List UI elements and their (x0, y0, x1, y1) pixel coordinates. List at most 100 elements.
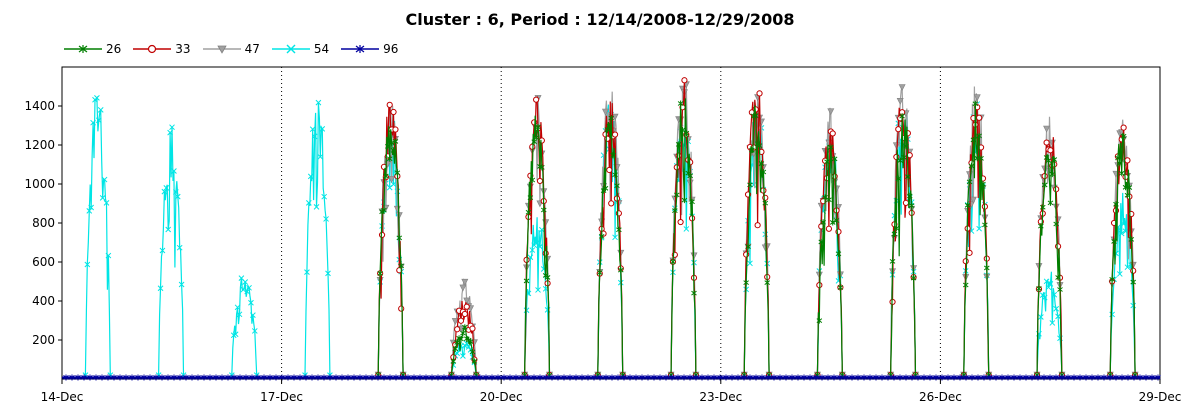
data-point (450, 358, 457, 365)
data-point (469, 325, 476, 332)
data-point (90, 119, 96, 126)
data-point (777, 374, 783, 381)
data-point (469, 348, 476, 355)
series-day-line (816, 107, 843, 378)
data-point (529, 143, 536, 150)
legend-entry-33: 33 (133, 42, 191, 56)
data-point (523, 307, 530, 314)
data-point (165, 374, 171, 381)
data-point (313, 204, 320, 210)
data-point (213, 374, 219, 381)
data-point (673, 191, 680, 198)
data-point (451, 318, 459, 326)
data-point (1053, 220, 1059, 227)
legend-label-47: 47 (244, 42, 260, 56)
data-point (820, 219, 826, 226)
data-point (807, 374, 813, 381)
data-point (1071, 374, 1077, 381)
data-point (603, 374, 609, 381)
data-point (604, 135, 611, 142)
data-point (723, 374, 729, 381)
data-point (249, 374, 255, 381)
data-point (81, 374, 87, 381)
data-point (606, 166, 613, 174)
data-point (141, 374, 147, 381)
data-point (1124, 192, 1131, 199)
data-point (273, 374, 279, 381)
data-point (390, 108, 397, 116)
data-point (536, 177, 544, 185)
series-96 (62, 374, 1161, 381)
data-point (895, 126, 902, 133)
data-point (525, 290, 532, 297)
data-point (1047, 280, 1054, 287)
data-point (611, 113, 619, 121)
data-point (1115, 154, 1121, 161)
data-point (105, 374, 111, 381)
data-point (585, 374, 591, 381)
data-point (879, 374, 885, 381)
data-point (711, 374, 717, 381)
data-point (375, 374, 381, 381)
data-point (816, 317, 823, 324)
data-point (579, 374, 585, 381)
data-point (651, 374, 657, 381)
data-point (1038, 223, 1044, 230)
data-point (201, 374, 207, 381)
data-point (829, 130, 836, 137)
data-point (501, 374, 507, 381)
data-point (291, 374, 297, 381)
data-point (248, 299, 254, 306)
data-point (540, 206, 547, 213)
data-point (533, 96, 540, 103)
data-point (754, 222, 761, 229)
data-point (683, 226, 690, 232)
data-point (982, 221, 988, 228)
legend-swatch-33 (133, 44, 172, 54)
data-point (390, 147, 397, 154)
data-point (69, 374, 75, 381)
data-point (555, 374, 561, 381)
data-point (910, 275, 917, 282)
data-point (597, 374, 603, 381)
data-point (752, 112, 759, 119)
data-point (1118, 230, 1125, 237)
data-point (906, 192, 913, 199)
data-point (169, 124, 175, 131)
data-point (161, 188, 168, 195)
data-point (1113, 201, 1119, 208)
data-point (747, 374, 753, 381)
data-point (86, 208, 93, 214)
data-point (1083, 374, 1089, 381)
series-day-line (377, 126, 404, 378)
data-point (598, 233, 605, 240)
data-point (129, 374, 135, 381)
data-point (561, 374, 567, 381)
data-point (1043, 139, 1050, 146)
legend-swatch-26 (64, 45, 102, 53)
data-point (147, 374, 153, 381)
data-point (1089, 374, 1095, 381)
data-point (399, 374, 405, 381)
data-point (529, 247, 536, 253)
data-point (602, 185, 609, 192)
data-point (896, 97, 904, 105)
data-point (88, 204, 95, 211)
data-point (831, 173, 838, 180)
data-point (333, 374, 339, 381)
data-point (829, 219, 836, 226)
data-point (964, 202, 971, 209)
x-tick-label: 20-Dec (480, 390, 523, 404)
data-point (825, 225, 833, 232)
data-point (315, 374, 321, 381)
data-point (1057, 286, 1063, 293)
data-point (495, 374, 501, 381)
data-point (819, 374, 825, 381)
data-point (1095, 374, 1101, 381)
data-point (681, 197, 688, 204)
data-point (759, 374, 765, 381)
legend-label-54: 54 (313, 42, 330, 56)
y-tick-label: 1400 (24, 99, 55, 113)
data-point (483, 374, 489, 381)
data-point (246, 284, 252, 291)
